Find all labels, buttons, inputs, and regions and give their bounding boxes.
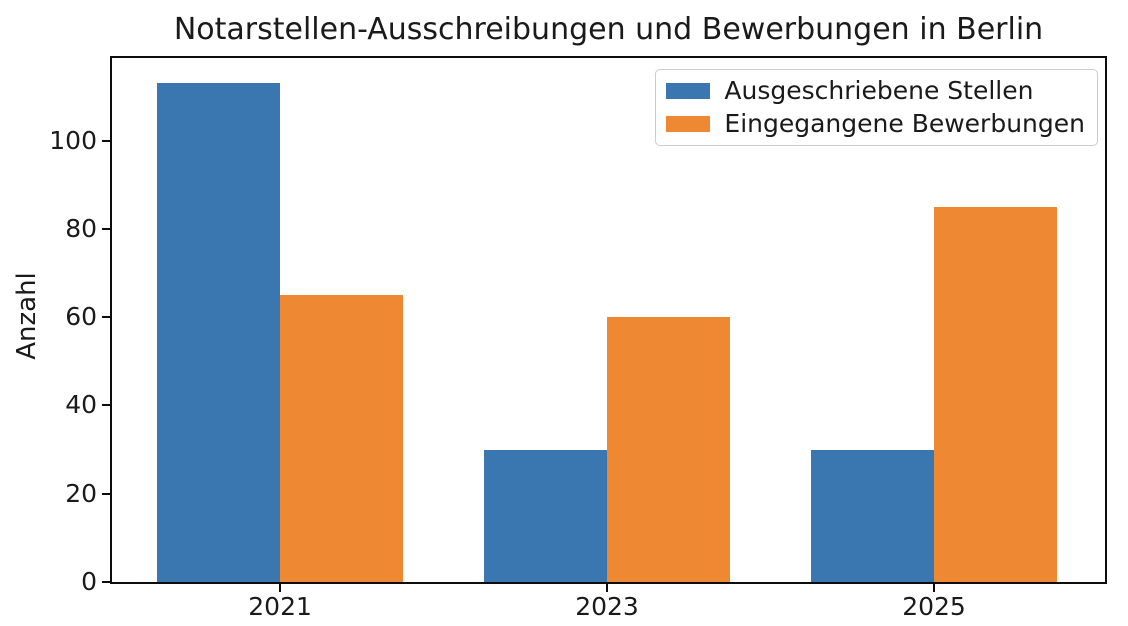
y-tick-label: 60 <box>65 302 97 332</box>
y-tick-label: 40 <box>65 390 97 420</box>
legend-swatch-blue <box>666 83 711 99</box>
bar-2025-series-1 <box>934 206 1057 582</box>
y-tick-mark <box>102 139 110 142</box>
y-tick-label: 80 <box>65 213 97 243</box>
chart-title: Notarstellen-Ausschreibungen und Bewerbu… <box>173 12 1044 47</box>
y-tick-mark <box>102 316 110 319</box>
bar-2025-series-0 <box>811 449 934 582</box>
bar-2021-series-1 <box>280 295 403 582</box>
bar-2023-series-0 <box>484 449 607 582</box>
x-tick-label: 2023 <box>575 592 639 621</box>
bar-2021-series-0 <box>157 83 280 582</box>
y-tick-mark <box>102 227 110 230</box>
x-tick-mark <box>279 584 282 592</box>
y-tick-label: 100 <box>49 125 97 155</box>
bar-2023-series-1 <box>607 317 730 582</box>
x-tick-label: 2025 <box>902 592 966 621</box>
legend-label: Eingegangene Bewerbungen <box>724 109 1085 138</box>
x-tick-label: 2021 <box>248 592 312 621</box>
legend-swatch-orange <box>666 116 711 132</box>
y-tick-mark <box>102 492 110 495</box>
x-tick-mark <box>606 584 608 592</box>
legend-label: Ausgeschriebene Stellen <box>724 76 1034 105</box>
y-tick-mark <box>102 581 110 583</box>
legend: Ausgeschriebene Stellen Eingegangene Bew… <box>655 69 1098 146</box>
legend-item: Eingegangene Bewerbungen <box>666 110 1085 138</box>
plot-area: Ausgeschriebene Stellen Eingegangene Bew… <box>110 56 1107 584</box>
legend-item: Ausgeschriebene Stellen <box>666 77 1085 105</box>
y-tick-label: 0 <box>81 567 97 596</box>
y-tick-label: 20 <box>65 478 97 508</box>
bars-container <box>112 58 1105 582</box>
x-tick-mark <box>933 584 935 592</box>
y-tick-mark <box>102 404 110 407</box>
